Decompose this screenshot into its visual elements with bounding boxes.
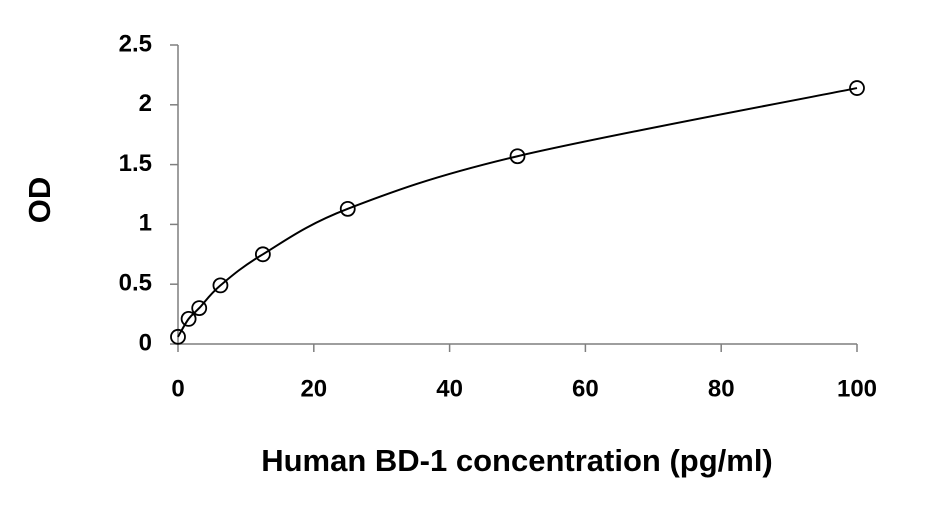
fit-curve (177, 87, 858, 338)
data-point (191, 300, 208, 317)
x-tick-label: 60 (572, 375, 599, 402)
x-tick-label: 40 (436, 375, 463, 402)
data-point (170, 328, 186, 345)
x-tick-label: 0 (171, 375, 184, 402)
y-tick-label: 0.5 (119, 270, 152, 297)
data-point (212, 277, 229, 294)
x-tick-label: 100 (837, 375, 877, 402)
x-axis-title: Human BD-1 concentration (pg/ml) (261, 443, 773, 478)
y-tick-label: 1.5 (119, 150, 152, 177)
y-tick-label: 1 (139, 210, 152, 237)
data-point (180, 310, 197, 327)
data-point (339, 200, 356, 217)
data-point (849, 80, 865, 96)
y-tick-label: 2.5 (119, 30, 152, 57)
y-axis-title: OD (22, 177, 57, 224)
y-tick-label: 0 (139, 329, 152, 356)
y-tick-label: 2 (139, 90, 152, 117)
x-tick-label: 20 (300, 375, 327, 402)
data-point (254, 246, 271, 263)
data-point (509, 148, 526, 165)
x-tick-label: 80 (708, 375, 735, 402)
